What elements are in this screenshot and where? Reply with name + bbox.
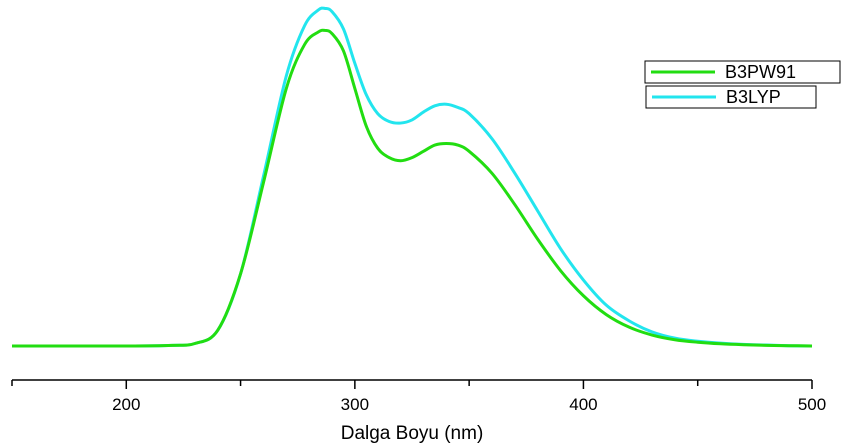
legend-entry-b3lyp: B3LYP	[645, 85, 817, 109]
x-axis-title: Dalga Boyu (nm)	[341, 423, 484, 444]
x-axis-ticks: 200 300 400 500	[11, 380, 826, 414]
x-tick-label-500: 500	[798, 395, 826, 414]
legend-box	[644, 60, 841, 84]
legend-entry-b3pw91: B3PW91	[644, 60, 841, 84]
x-tick-label-400: 400	[569, 395, 597, 414]
series-line-b3lyp	[11, 6, 813, 348]
legend-label-b3lyp: B3LYP	[726, 87, 781, 107]
series-line-b3pw91	[11, 28, 813, 348]
x-tick-label-300: 300	[341, 395, 369, 414]
legend-box	[645, 85, 817, 109]
series-layer	[11, 6, 813, 348]
x-tick-label-200: 200	[112, 395, 140, 414]
legend: B3PW91 B3LYP	[644, 60, 841, 109]
legend-label-b3pw91: B3PW91	[725, 62, 796, 82]
